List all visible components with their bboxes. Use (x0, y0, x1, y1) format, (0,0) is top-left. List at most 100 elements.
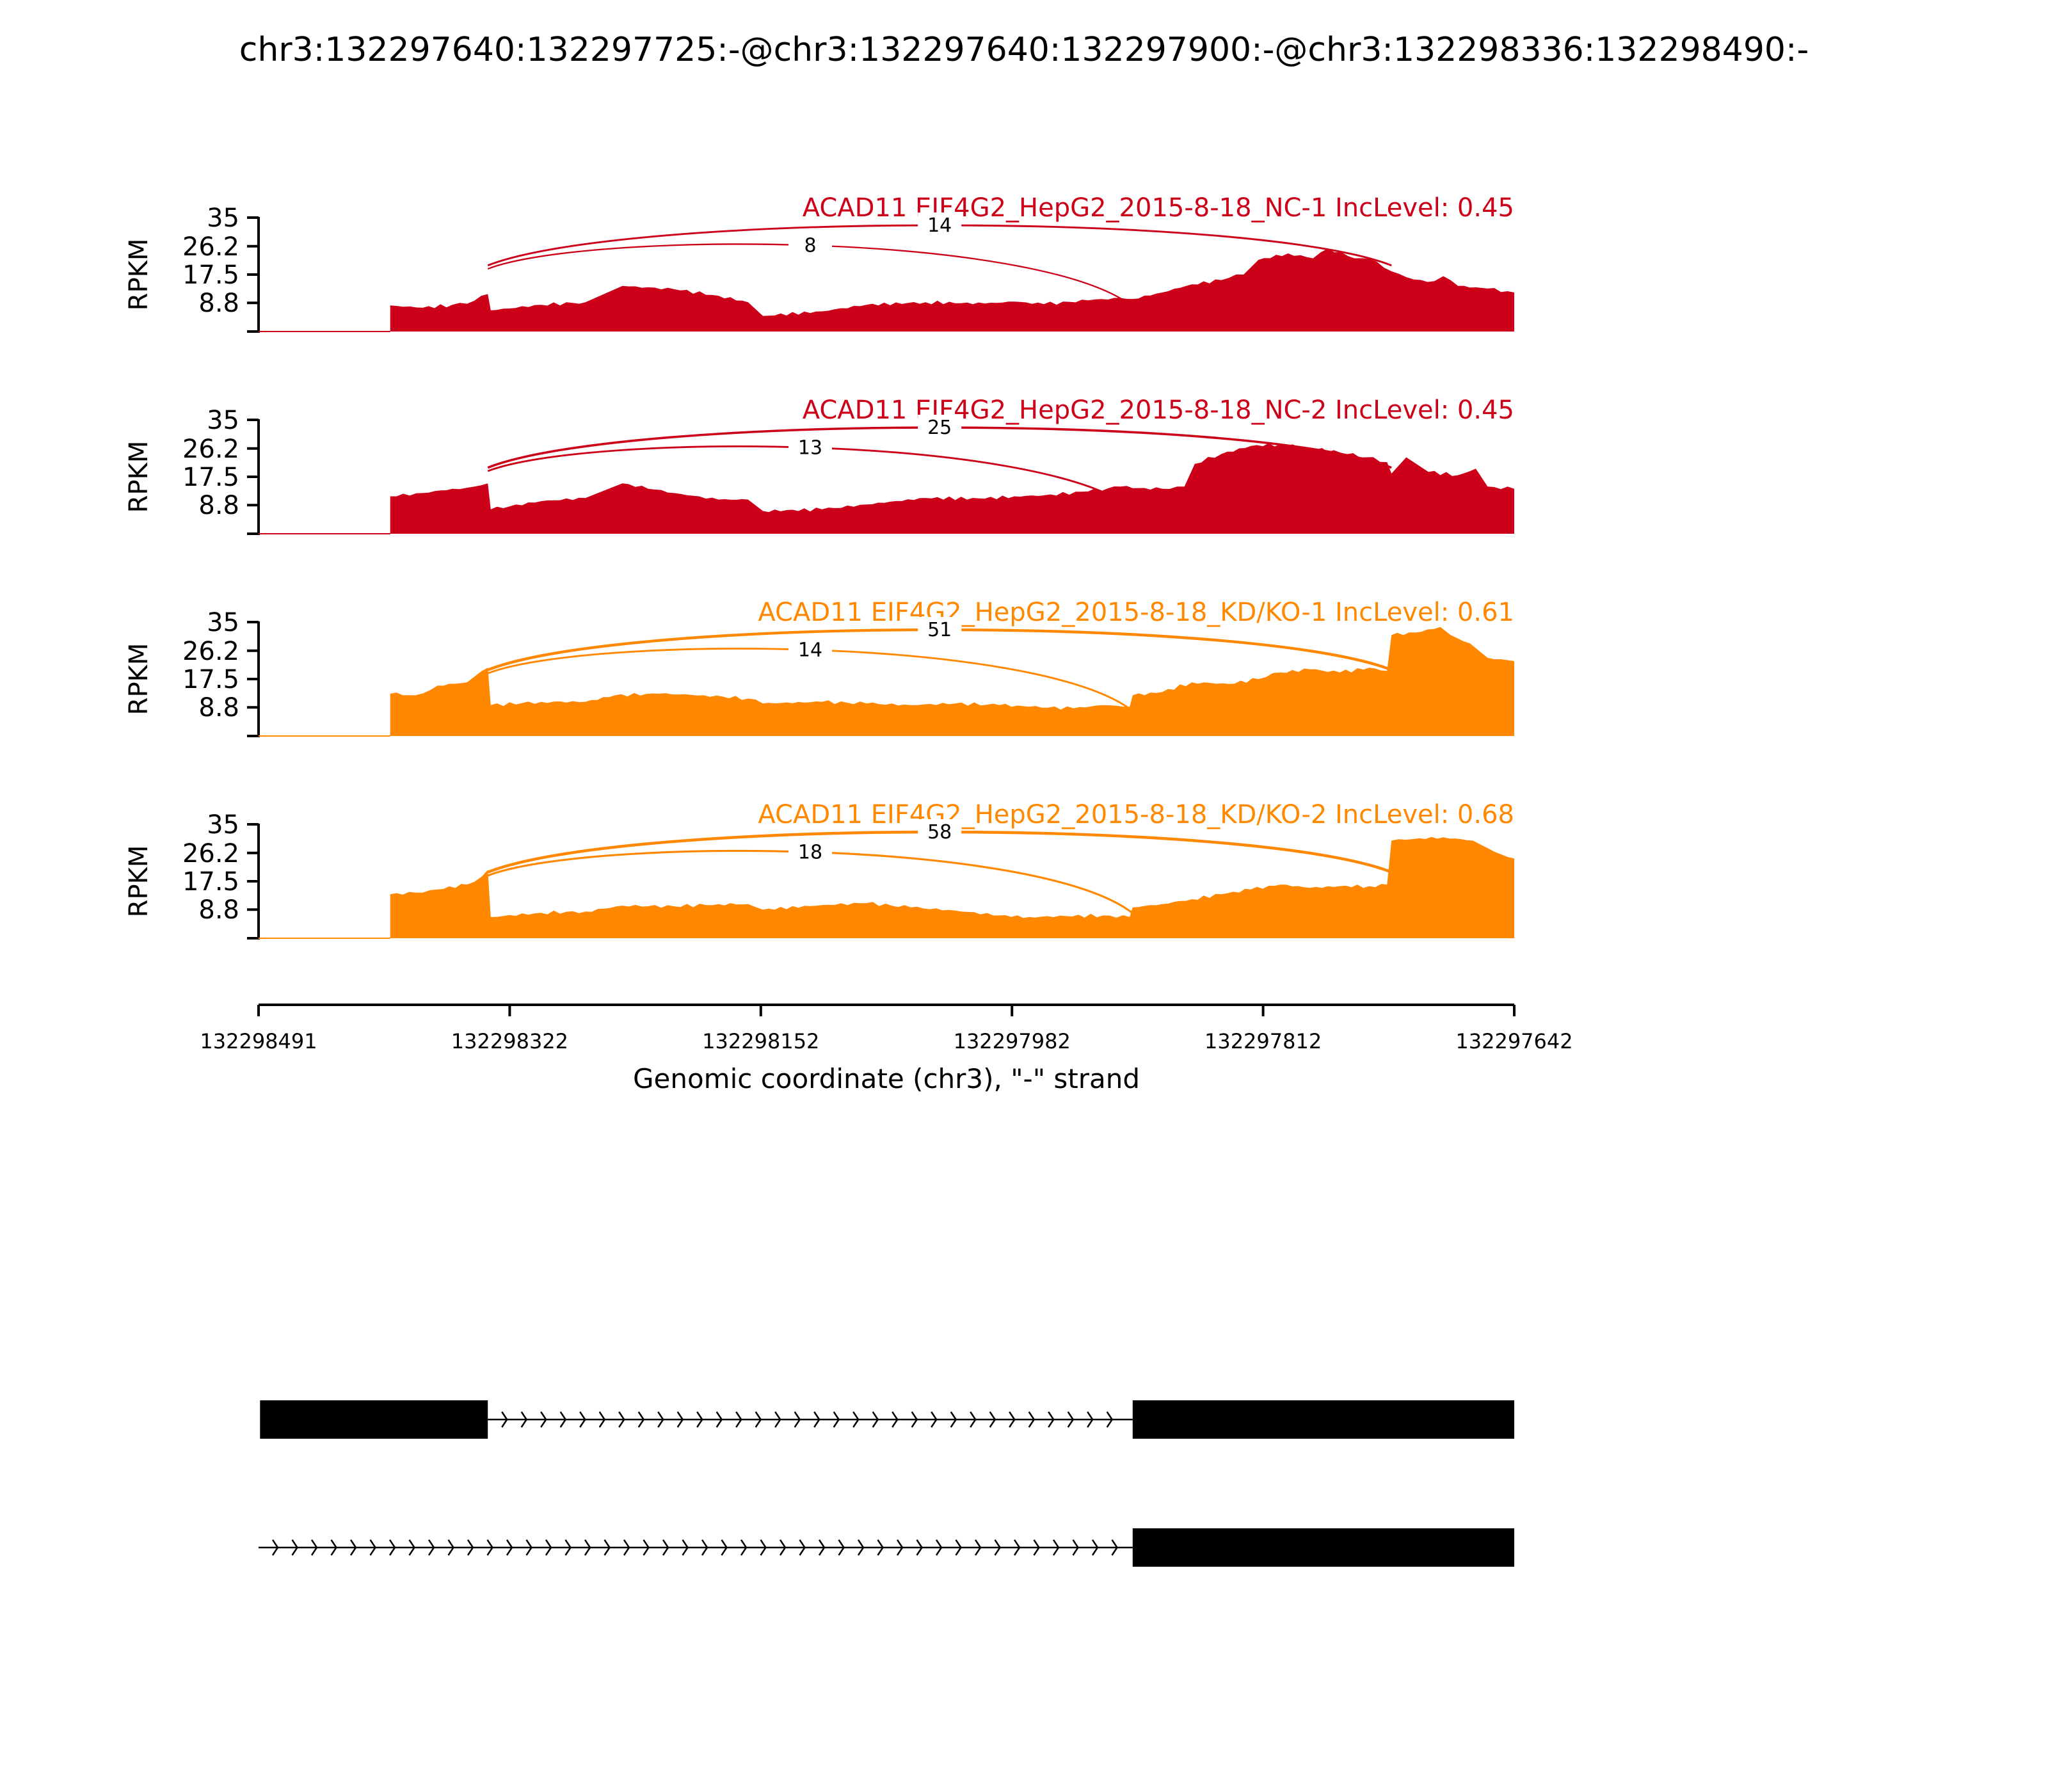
junction-count-bg (918, 819, 962, 843)
y-tick-label: 26.2 (182, 435, 239, 464)
y-tick-label: 35 (207, 204, 239, 233)
sample-label: ACAD11 EIF4G2_HepG2_2015-8-18_KD/KO-1 In… (758, 598, 1514, 627)
y-axis-label: RPKM (124, 441, 154, 513)
y-axis-label: RPKM (124, 643, 154, 716)
y-tick-label: 17.5 (182, 260, 239, 290)
y-tick-label: 26.2 (182, 839, 239, 868)
strand-arrow (740, 1539, 748, 1556)
strand-arrow (349, 1539, 357, 1556)
strand-arrow (877, 1539, 884, 1556)
y-tick-label: 17.5 (182, 463, 239, 492)
strand-arrow (760, 1539, 767, 1556)
strand-arrow (892, 1411, 899, 1428)
junction-count: 51 (927, 619, 952, 641)
x-tick-label: 132297812 (1204, 1029, 1322, 1053)
strand-arrow (520, 1411, 528, 1428)
strand-arrow (540, 1411, 547, 1428)
junction-count-bg (918, 212, 962, 236)
strand-arrow (618, 1411, 625, 1428)
y-tick-label: 8.8 (198, 289, 239, 318)
strand-arrow (911, 1411, 918, 1428)
sample-label: ACAD11 EIF4G2_HepG2_2015-8-18_NC-2 IncLe… (803, 396, 1514, 425)
strand-arrow (696, 1411, 703, 1428)
y-tick-label: 8.8 (198, 895, 239, 925)
strand-arrow (1033, 1539, 1041, 1556)
strand-arrow (857, 1539, 865, 1556)
strand-arrow (994, 1539, 1002, 1556)
y-tick-label: 8.8 (198, 693, 239, 723)
strand-arrow (388, 1539, 396, 1556)
y-axis-label: RPKM (124, 845, 154, 918)
junction-count-bg (918, 617, 962, 641)
strand-arrow (916, 1539, 924, 1556)
strand-arrow (799, 1539, 806, 1556)
junction-count-bg (788, 232, 832, 256)
junction-count-bg (788, 435, 832, 458)
strand-arrow (545, 1539, 552, 1556)
strand-arrow (486, 1539, 494, 1556)
junction-count: 25 (927, 417, 952, 439)
strand-arrow (1087, 1411, 1094, 1428)
strand-arrow (501, 1411, 508, 1428)
isoform-1 (260, 1400, 1514, 1439)
strand-arrow (682, 1539, 689, 1556)
exon-block (1132, 1400, 1514, 1439)
y-tick-label: 35 (207, 810, 239, 840)
gene-structure (259, 1400, 1514, 1567)
coverage-area (390, 443, 1514, 534)
x-axis-label: Genomic coordinate (chr3), "-" strand (633, 1063, 1140, 1094)
strand-arrow (598, 1411, 606, 1428)
strand-arrow (637, 1411, 645, 1428)
junction-count: 8 (804, 234, 816, 257)
strand-arrow (1091, 1539, 1099, 1556)
exon-block (1132, 1528, 1514, 1567)
strand-arrow (935, 1539, 943, 1556)
junction-count-bg (918, 415, 962, 438)
y-tick-label: 35 (207, 608, 239, 637)
strand-arrow (818, 1539, 826, 1556)
strand-arrow (1072, 1539, 1080, 1556)
x-tick-label: 132298152 (702, 1029, 819, 1053)
coverage-area (390, 248, 1514, 332)
strand-arrow (506, 1539, 513, 1556)
x-tick-label: 132297642 (1455, 1029, 1572, 1053)
strand-arrow (1048, 1411, 1055, 1428)
strand-arrow (755, 1411, 762, 1428)
junction-count: 13 (798, 436, 822, 459)
strand-arrow (559, 1411, 567, 1428)
junction-count: 18 (798, 841, 822, 863)
strand-arrow (721, 1539, 728, 1556)
y-tick-label: 26.2 (182, 232, 239, 262)
x-tick-label: 132298491 (200, 1029, 317, 1053)
strand-arrow (955, 1539, 963, 1556)
coverage-area (390, 627, 1514, 736)
strand-arrow (838, 1539, 845, 1556)
strand-arrow (735, 1411, 742, 1428)
x-axis: 132298491 132298322 132298152 132297982 1322… (200, 1004, 1573, 1094)
strand-arrow (428, 1539, 435, 1556)
x-tick-label: 132297982 (954, 1029, 1071, 1053)
y-tick-label: 17.5 (182, 867, 239, 897)
strand-arrow (408, 1539, 416, 1556)
strand-arrow (931, 1411, 938, 1428)
x-tick-label: 132298322 (451, 1029, 568, 1053)
strand-arrow (330, 1539, 338, 1556)
strand-arrow (1013, 1539, 1021, 1556)
strand-arrow (369, 1539, 377, 1556)
y-tick-label: 35 (207, 406, 239, 435)
junction-count: 14 (798, 639, 822, 661)
sample-label: ACAD11 EIF4G2_HepG2_2015-8-18_KD/KO-2 In… (758, 800, 1514, 829)
isoform-2 (259, 1528, 1514, 1567)
strand-arrow (447, 1539, 455, 1556)
y-axis-label: RPKM (124, 239, 154, 311)
strand-arrow (1052, 1539, 1060, 1556)
strand-arrow (1009, 1411, 1016, 1428)
junction-count: 14 (927, 214, 952, 237)
strand-arrow (657, 1411, 664, 1428)
strand-arrow (896, 1539, 904, 1556)
strand-arrow (564, 1539, 572, 1556)
